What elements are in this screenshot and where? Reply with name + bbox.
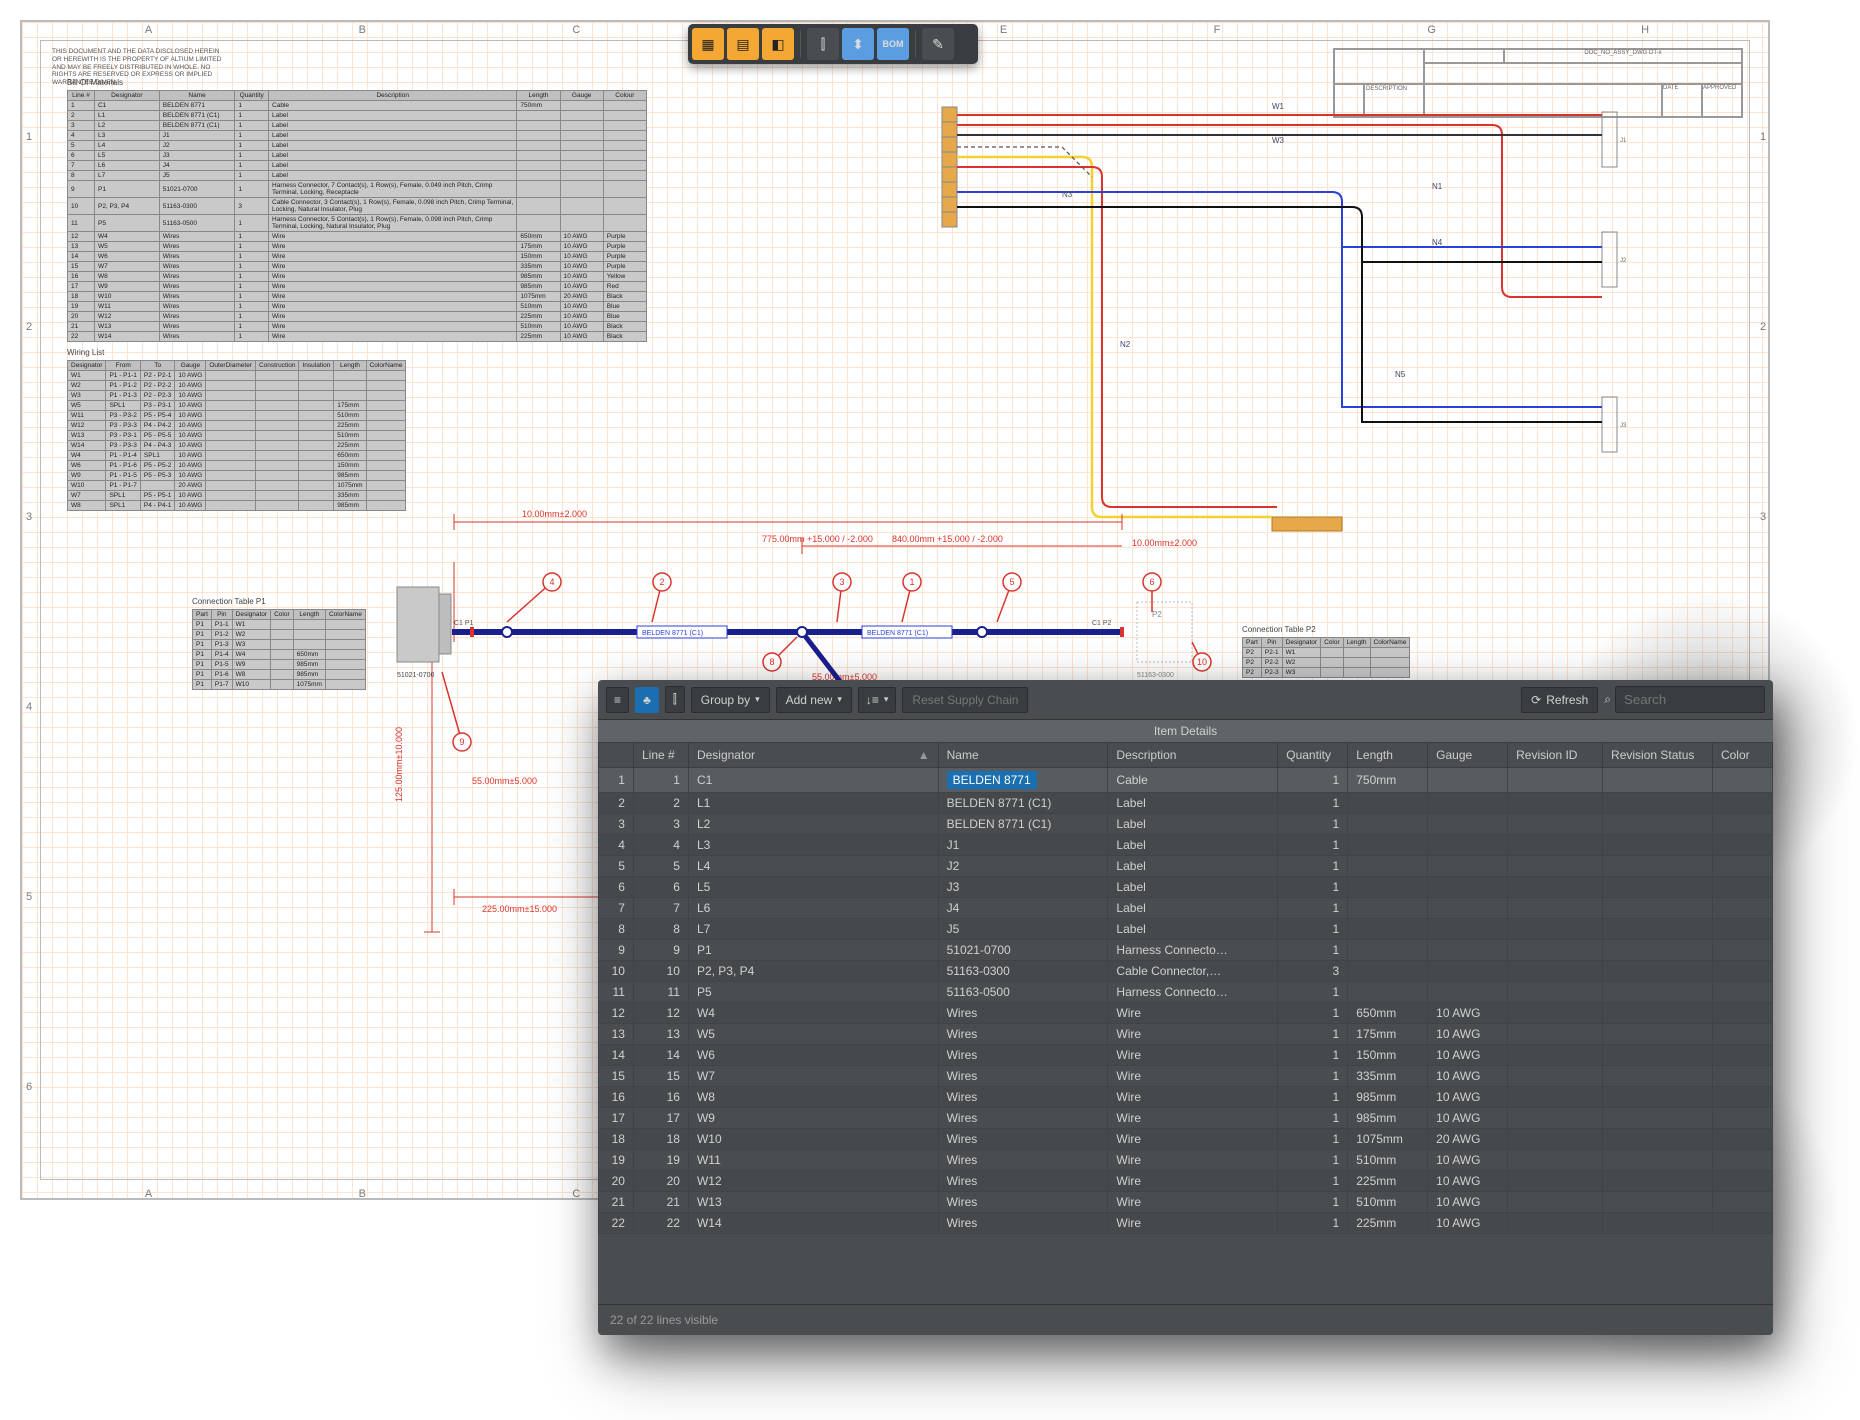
table-row[interactable]: 99P151021-0700Harness Connecto…1 [599, 940, 1773, 961]
conn-p1-title: Connection Table P1 [192, 597, 266, 606]
bom-search-input[interactable] [1615, 686, 1765, 713]
bom-col-header[interactable]: Color [1712, 743, 1772, 768]
row-label: 6 [26, 1081, 32, 1093]
table-row[interactable]: 22L1BELDEN 8771 (C1)Label1 [599, 793, 1773, 814]
col-label: A [145, 24, 152, 36]
bom-addnew-button[interactable]: Add new [776, 687, 852, 713]
bom-col-header[interactable]: Revision ID [1508, 743, 1603, 768]
bom-col-header[interactable]: Quantity [1278, 743, 1348, 768]
table-row[interactable]: 1919W11WiresWire1510mm10 AWG [599, 1150, 1773, 1171]
table-row[interactable]: 1010P2, P3, P451163-0300Cable Connector,… [599, 961, 1773, 982]
titleblock: DOC_NO_ASSY_DWG DT-x DESCRIPTION DATE AP… [1333, 48, 1743, 118]
conn-p2-table: PartPinDesignatorColorLengthColorNameP2P… [1242, 637, 1410, 678]
row-label: 5 [26, 891, 32, 903]
row-label: 2 [1760, 321, 1766, 333]
bom-view-list-icon[interactable]: ≡ [606, 687, 629, 713]
col-label: G [1427, 24, 1436, 36]
col-label: H [1641, 24, 1649, 36]
bom-col-header[interactable]: Length [1348, 743, 1428, 768]
table-row[interactable]: 44L3J1Label1 [599, 835, 1773, 856]
wiring-title: Wiring List [67, 348, 104, 357]
table-row[interactable]: 66L5J3Label1 [599, 877, 1773, 898]
table-row[interactable]: 11C1BELDEN 8771Cable1750mm [599, 768, 1773, 793]
bom-footer: 22 of 22 lines visible [598, 1304, 1773, 1335]
conn-p1-table: PartPinDesignatorColorLengthColorNameP1P… [192, 609, 366, 690]
bom-col-header[interactable]: Name [938, 743, 1108, 768]
bom-title: Bill Of Materials [67, 78, 123, 87]
tb-btn-pencil[interactable]: ✎ [922, 28, 954, 60]
bom-sort-button[interactable]: ↓≡ [858, 687, 897, 713]
bom-section-header: Item Details [598, 720, 1773, 742]
bom-view-stats-icon[interactable]: ⫿ [665, 686, 685, 713]
row-label: 4 [26, 701, 32, 713]
col-label: E [1000, 24, 1007, 36]
tb-btn-2[interactable]: ▤ [727, 28, 759, 60]
col-label: C [572, 24, 580, 36]
bom-view-tree-icon[interactable]: ♣ [635, 687, 659, 713]
refresh-label: Refresh [1546, 693, 1588, 707]
table-row[interactable]: 88L7J5Label1 [599, 919, 1773, 940]
row-label: 3 [1760, 511, 1766, 523]
table-row[interactable]: 1515W7WiresWire1335mm10 AWG [599, 1066, 1773, 1087]
table-row[interactable]: 2222W14WiresWire1225mm10 AWG [599, 1213, 1773, 1234]
table-row[interactable]: 1818W10WiresWire11075mm20 AWG [599, 1129, 1773, 1150]
bom-reset-button[interactable]: Reset Supply Chain [902, 687, 1028, 713]
table-row[interactable]: 33L2BELDEN 8771 (C1)Label1 [599, 814, 1773, 835]
table-row[interactable]: 1212W4WiresWire1650mm10 AWG [599, 1003, 1773, 1024]
bom-groupby-button[interactable]: Group by [691, 687, 770, 713]
row-label: 1 [26, 131, 32, 143]
table-row[interactable]: 55L4J2Label1 [599, 856, 1773, 877]
bom-col-header[interactable]: Line # [633, 743, 688, 768]
col-label: F [1214, 24, 1221, 36]
refresh-icon: ⟳ [1531, 693, 1541, 707]
bom-col-header[interactable]: Description [1108, 743, 1278, 768]
col-label: C [572, 1188, 580, 1200]
table-row[interactable]: 77L6J4Label1 [599, 898, 1773, 919]
row-label: 2 [26, 321, 32, 333]
table-row[interactable]: 2121W13WiresWire1510mm10 AWG [599, 1192, 1773, 1213]
bom-toolbar: ≡ ♣ ⫿ Group by Add new ↓≡ Reset Supply C… [598, 680, 1773, 720]
bom-col-header[interactable]: Revision Status [1603, 743, 1713, 768]
bom-mini-table: Line #DesignatorNameQuantityDescriptionL… [67, 90, 647, 342]
col-label: B [359, 1188, 366, 1200]
col-label: A [145, 1188, 152, 1200]
table-row[interactable]: 1414W6WiresWire1150mm10 AWG [599, 1045, 1773, 1066]
bom-col-header[interactable]: Gauge [1428, 743, 1508, 768]
tb-btn-3[interactable]: ◧ [762, 28, 794, 60]
tb-btn-1[interactable]: ▦ [692, 28, 724, 60]
table-row[interactable]: 1717W9WiresWire1985mm10 AWG [599, 1108, 1773, 1129]
tb-sep-2 [915, 30, 916, 58]
bom-refresh-button[interactable]: ⟳ Refresh [1521, 687, 1598, 713]
tb-btn-net[interactable]: ⬍ [842, 28, 874, 60]
tb-btn-bom[interactable]: BOM [877, 28, 909, 60]
tb-sep [800, 30, 801, 58]
row-label: 3 [26, 511, 32, 523]
table-row[interactable]: 2020W12WiresWire1225mm10 AWG [599, 1171, 1773, 1192]
search-icon: ⌕ [1604, 692, 1611, 707]
table-row[interactable]: 1313W5WiresWire1175mm10 AWG [599, 1024, 1773, 1045]
bom-panel: ≡ ♣ ⫿ Group by Add new ↓≡ Reset Supply C… [598, 680, 1773, 1335]
conn-p2-title: Connection Table P2 [1242, 625, 1316, 634]
col-label: B [359, 24, 366, 36]
bom-col-header[interactable]: Designator▲ [688, 743, 938, 768]
wiring-list-table: DesignatorFromToGaugeOuterDiameterConstr… [67, 360, 406, 511]
bom-grid[interactable]: Line #Designator▲NameDescriptionQuantity… [598, 742, 1773, 1304]
tb-btn-chart[interactable]: ⫿ [807, 28, 839, 60]
row-label: 1 [1760, 131, 1766, 143]
table-row[interactable]: 1111P551163-0500Harness Connecto…1 [599, 982, 1773, 1003]
table-row[interactable]: 1616W8WiresWire1985mm10 AWG [599, 1087, 1773, 1108]
bom-col-header[interactable] [599, 743, 634, 768]
float-toolbar: ▦ ▤ ◧ ⫿ ⬍ BOM ✎ [688, 24, 978, 64]
